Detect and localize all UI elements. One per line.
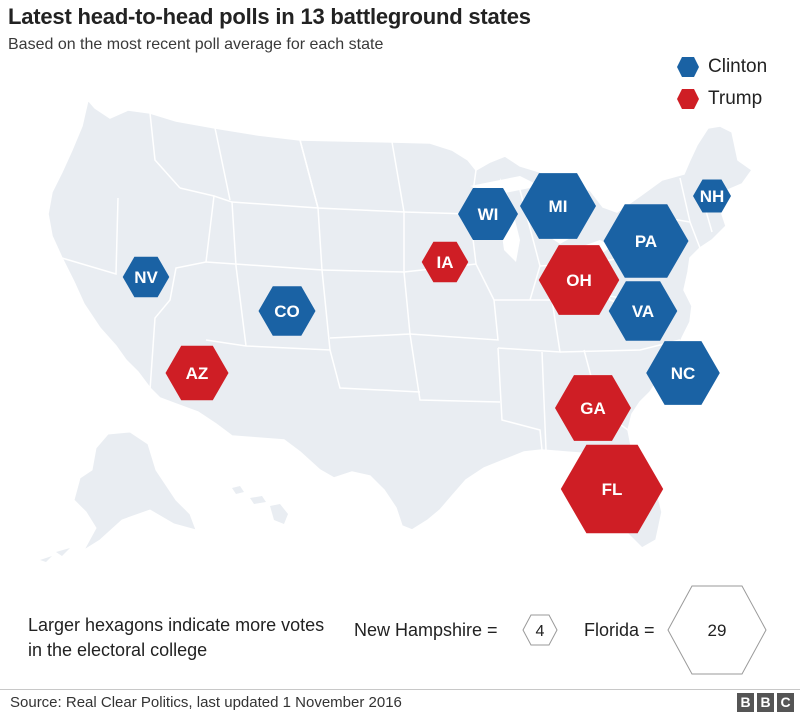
state-hexagon-shape — [165, 345, 229, 401]
legend-clinton: Clinton — [676, 56, 767, 78]
state-label-fl: FL — [602, 480, 623, 499]
new-hampshire-scale-value: 4 — [536, 623, 545, 640]
state-label-az: AZ — [186, 364, 209, 383]
state-hexagon-ga: GA — [555, 375, 631, 441]
state-hexagon-fl: FL — [560, 444, 664, 534]
florida-scale-value: 29 — [708, 621, 727, 640]
state-hexagon-oh: OH — [538, 245, 620, 315]
state-hexagon-shape — [560, 444, 664, 534]
state-label-ia: IA — [437, 253, 454, 272]
legend-clinton-hexagon-icon — [677, 57, 699, 77]
legend-trump-label: Trump — [708, 88, 763, 109]
state-label-nv: NV — [134, 268, 158, 287]
state-label-va: VA — [632, 302, 654, 321]
state-hexagon-va: VA — [608, 281, 678, 341]
state-hexagon-mi: MI — [520, 173, 596, 239]
state-hexagon-pa: PA — [603, 204, 689, 278]
state-hexagon-nv: NV — [122, 256, 170, 298]
legend-clinton-label: Clinton — [708, 56, 768, 77]
state-hexagon-ia: IA — [421, 241, 469, 283]
state-hexagon-nc: NC — [646, 341, 720, 405]
state-hexagon-az: AZ — [165, 345, 229, 401]
state-hexagon-shape — [538, 245, 620, 315]
state-label-wi: WI — [478, 205, 499, 224]
state-hexagon-nh: NH — [693, 179, 731, 213]
state-hexagon-shape — [520, 173, 596, 239]
state-hexagon-shape — [608, 281, 678, 341]
state-label-nc: NC — [671, 364, 696, 383]
state-label-nh: NH — [700, 187, 725, 206]
bbc-logo-letter: C — [777, 693, 794, 712]
source-note: Source: Real Clear Politics, last update… — [10, 694, 402, 711]
state-label-pa: PA — [635, 232, 657, 251]
state-hexagon-shape — [693, 179, 731, 213]
bbc-logo: B B C — [737, 693, 794, 712]
state-hexagon-wi: WI — [458, 188, 518, 240]
state-label-co: CO — [274, 302, 300, 321]
bbc-logo-letter: B — [757, 693, 774, 712]
state-hexagon-shape — [458, 188, 518, 240]
state-hexagon-co: CO — [258, 286, 316, 336]
battleground-hexagons: NV CO AZ IA WI MI OH PA VA NC GA FL NH — [122, 173, 731, 534]
size-explanation-note: Larger hexagons indicate more votes in t… — [28, 615, 325, 660]
state-hexagon-shape — [122, 256, 170, 298]
state-hexagon-shape — [555, 375, 631, 441]
florida-scale-hexagon-icon: 29 — [667, 585, 767, 675]
us-map: NV CO AZ IA WI MI OH PA VA NC GA FL NH — [40, 98, 754, 562]
florida-scale-label: Florida = — [584, 620, 655, 640]
state-label-mi: MI — [549, 197, 568, 216]
state-label-ga: GA — [580, 399, 606, 418]
state-label-oh: OH — [566, 271, 592, 290]
legend-trump-hexagon-icon — [677, 89, 699, 109]
new-hampshire-scale-hexagon-icon: 4 — [522, 614, 558, 646]
state-hexagon-shape — [258, 286, 316, 336]
state-hexagon-shape — [603, 204, 689, 278]
chart-subtitle: Based on the most recent poll average fo… — [8, 36, 384, 53]
bbc-logo-letter: B — [737, 693, 754, 712]
footer-divider — [0, 689, 800, 690]
new-hampshire-scale-label: New Hampshire = — [354, 620, 498, 640]
legend-trump: Trump — [676, 88, 762, 110]
state-hexagon-shape — [421, 241, 469, 283]
state-hexagon-shape — [646, 341, 720, 405]
chart-title: Latest head-to-head polls in 13 battlegr… — [8, 4, 531, 29]
